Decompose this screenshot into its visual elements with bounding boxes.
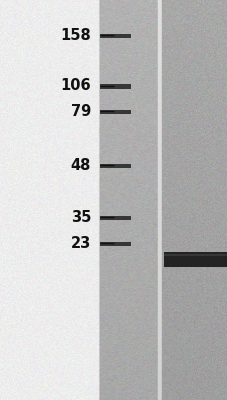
Bar xyxy=(163,254,227,256)
Bar xyxy=(100,216,131,220)
Bar xyxy=(100,110,131,114)
Text: 35: 35 xyxy=(71,210,91,225)
Bar xyxy=(100,242,131,246)
Text: 79: 79 xyxy=(71,104,91,119)
Text: 158: 158 xyxy=(60,28,91,43)
Text: 106: 106 xyxy=(60,78,91,94)
Text: 23: 23 xyxy=(71,236,91,251)
Bar xyxy=(100,34,131,38)
Bar xyxy=(163,252,227,267)
Bar xyxy=(100,164,131,168)
Text: 48: 48 xyxy=(71,158,91,173)
Bar xyxy=(100,84,131,89)
